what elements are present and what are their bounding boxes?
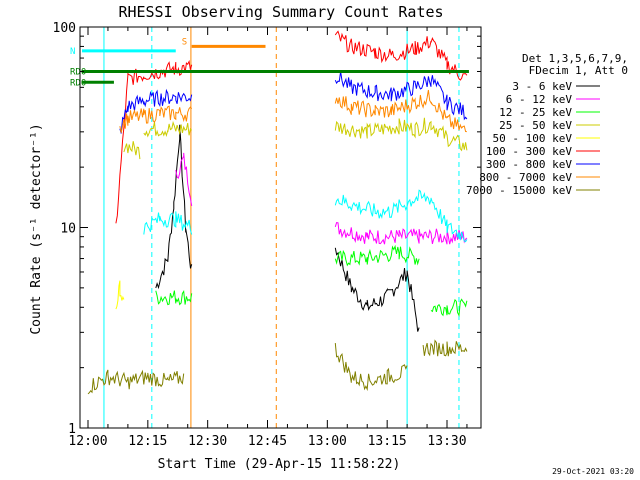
y-tick-label: 1 <box>68 422 76 437</box>
x-tick-label: 13:00 <box>308 434 347 449</box>
legend-entry-label: 100 - 300 keV <box>486 145 572 158</box>
series-100-300-kev <box>115 30 468 224</box>
series-3-6-kev <box>155 124 420 332</box>
series-line <box>334 89 467 133</box>
series-800-7000-kev <box>119 89 467 133</box>
series-25-50-kev <box>123 117 468 160</box>
series-line <box>123 141 141 160</box>
series-300-800-kev <box>119 71 468 134</box>
series-line <box>143 211 193 235</box>
series-cyan-unlabeled- <box>143 189 468 243</box>
series-line <box>422 339 468 357</box>
legend: Det 1,3,5,6,7,9,FDecim 1, Att 0 3 - 6 keV… <box>466 52 628 197</box>
series-line <box>430 298 468 318</box>
marker-label: RD0 <box>70 67 86 77</box>
y-tick-label: 100 <box>53 21 76 36</box>
legend-entry-label: 12 - 25 keV <box>499 106 572 119</box>
x-tick-label: 12:15 <box>128 434 167 449</box>
x-tick-label: 12:30 <box>188 434 227 449</box>
footer-date: 29-Oct-2021 03:20 <box>552 467 634 476</box>
series-line <box>334 247 420 332</box>
axes: 12:00 12:15 12:30 12:45 13:00 13:15 13:30 1 10 10… <box>53 21 482 449</box>
x-tick-label: 12:45 <box>248 434 287 449</box>
legend-entry-label: 800 - 7000 keV <box>479 171 572 184</box>
series-line <box>334 343 408 392</box>
series-line <box>115 59 193 224</box>
marker-label: S <box>182 37 187 47</box>
y-axis-label: Count Rate (s⁻¹ detector⁻¹) <box>29 123 44 334</box>
marker-rd0: RD0 <box>70 78 114 88</box>
series-line <box>334 222 468 245</box>
legend-entry-label: 300 - 800 keV <box>486 158 572 171</box>
legend-entry-label: 3 - 6 keV <box>512 80 572 93</box>
series-line <box>155 124 193 290</box>
x-axis-label: Start Time (29-Apr-15 11:58:22) <box>158 457 401 472</box>
marker-label: RD0 <box>70 78 86 88</box>
series-line <box>155 289 193 306</box>
marker-rd0: RD0 <box>70 67 469 77</box>
legend-entry-label: 6 - 12 keV <box>506 93 573 106</box>
chart-title: RHESSI Observing Summary Count Rates <box>118 3 443 21</box>
series-line <box>175 152 193 206</box>
series-line <box>119 105 193 133</box>
series-50-100-kev <box>115 280 125 310</box>
series-12-25-kev <box>155 244 468 318</box>
x-tick-label: 13:15 <box>368 434 407 449</box>
legend-header: FDecim 1, Att 0 <box>529 64 628 77</box>
series-line <box>334 189 468 243</box>
series-7000-15000-kev <box>87 339 468 395</box>
series-line <box>143 120 193 138</box>
marker-label: N <box>70 47 75 57</box>
legend-header: Det 1,3,5,6,7,9, <box>522 52 628 65</box>
series-line <box>334 71 468 121</box>
series-6-12-kev <box>175 152 468 245</box>
series-line <box>115 280 125 310</box>
legend-entry-label: 25 - 50 keV <box>499 119 572 132</box>
series-line <box>334 30 468 81</box>
legend-entry-label: 50 - 100 keV <box>493 132 573 145</box>
x-tick-label: 12:00 <box>68 434 107 449</box>
series-line <box>119 88 193 134</box>
legend-entry-label: 7000 - 15000 keV <box>466 184 572 197</box>
x-tick-label: 13:30 <box>427 434 466 449</box>
series-line <box>334 117 468 152</box>
marker-n: N <box>70 47 176 57</box>
marker-s: S <box>182 37 266 48</box>
series-line <box>87 369 185 395</box>
series-line <box>334 244 420 267</box>
y-tick-label: 10 <box>60 222 76 237</box>
plot-area <box>103 27 460 428</box>
